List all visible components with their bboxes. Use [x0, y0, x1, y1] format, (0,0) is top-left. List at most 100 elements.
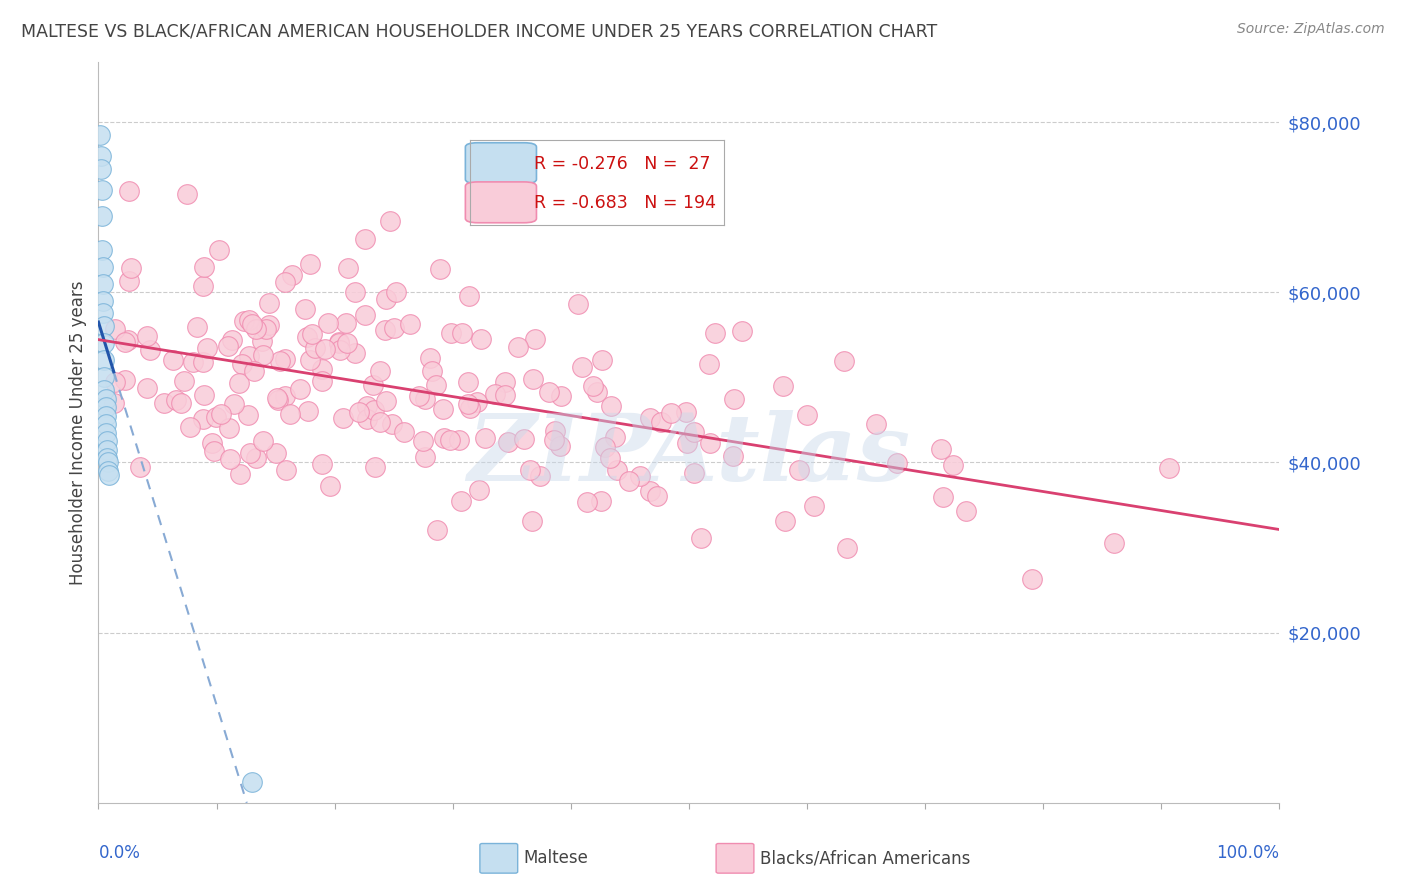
Point	[238, 409, 260, 423]
Point	[356, 412, 378, 426]
Point	[589, 494, 612, 508]
Point	[96, 442, 118, 457]
Point	[522, 372, 544, 386]
Point	[603, 430, 626, 444]
Point	[245, 451, 267, 466]
Point	[703, 326, 725, 340]
Point	[690, 531, 713, 545]
Point	[117, 184, 139, 198]
Point	[353, 232, 375, 246]
Point	[311, 374, 333, 388]
FancyBboxPatch shape	[479, 844, 517, 873]
Point	[250, 334, 273, 348]
Point	[221, 333, 243, 347]
Point	[392, 425, 415, 439]
Point	[96, 451, 118, 466]
Text: Maltese: Maltese	[523, 849, 589, 867]
Point	[274, 275, 297, 289]
Point	[181, 355, 204, 369]
Point	[731, 324, 754, 338]
Point	[219, 452, 242, 467]
Point	[238, 349, 260, 363]
Point	[91, 209, 114, 223]
Point	[375, 292, 398, 306]
Point	[803, 499, 825, 513]
Point	[419, 351, 441, 365]
Point	[91, 293, 114, 308]
Point	[91, 277, 114, 291]
Point	[363, 403, 385, 417]
Point	[269, 354, 291, 368]
Point	[229, 467, 252, 482]
Point	[494, 388, 516, 402]
Point	[450, 494, 472, 508]
Point	[94, 417, 117, 431]
Point	[484, 387, 506, 401]
Point	[104, 376, 127, 390]
Point	[266, 392, 288, 406]
Point	[1102, 536, 1125, 550]
Point	[347, 405, 370, 419]
Point	[683, 425, 706, 439]
Point	[599, 399, 621, 413]
Point	[1157, 461, 1180, 475]
Point	[374, 323, 396, 337]
Point	[408, 389, 430, 403]
Point	[599, 450, 621, 465]
Point	[298, 353, 321, 368]
Point	[193, 412, 215, 426]
Point	[638, 411, 661, 425]
Text: 0.0%: 0.0%	[98, 844, 141, 862]
Point	[297, 404, 319, 418]
Point	[228, 376, 250, 391]
Point	[595, 440, 617, 454]
Point	[458, 401, 481, 416]
Point	[274, 389, 297, 403]
Point	[93, 336, 115, 351]
Point	[239, 446, 262, 460]
Point	[606, 463, 628, 477]
Point	[98, 468, 121, 483]
Point	[832, 353, 855, 368]
Point	[571, 359, 593, 374]
Point	[537, 385, 560, 400]
Point	[209, 407, 232, 421]
Y-axis label: Householder Income Under 25 years: Householder Income Under 25 years	[69, 280, 87, 585]
Point	[432, 402, 454, 417]
Point	[697, 357, 720, 371]
Point	[796, 409, 818, 423]
Point	[193, 388, 215, 402]
Point	[117, 274, 139, 288]
Point	[224, 397, 246, 411]
Point	[370, 415, 392, 429]
Point	[519, 463, 541, 477]
Point	[205, 409, 228, 424]
Point	[837, 541, 859, 555]
Point	[433, 431, 456, 445]
Point	[723, 392, 745, 406]
Point	[675, 435, 697, 450]
Point	[218, 421, 240, 435]
Text: MALTESE VS BLACK/AFRICAN AMERICAN HOUSEHOLDER INCOME UNDER 25 YEARS CORRELATION : MALTESE VS BLACK/AFRICAN AMERICAN HOUSEH…	[21, 22, 938, 40]
Point	[772, 379, 794, 393]
Point	[524, 332, 547, 346]
Point	[773, 514, 796, 528]
Point	[179, 419, 201, 434]
Point	[114, 373, 136, 387]
Point	[385, 285, 408, 299]
Point	[162, 352, 184, 367]
Point	[474, 431, 496, 445]
Point	[942, 458, 965, 473]
Point	[165, 393, 187, 408]
Point	[280, 268, 302, 282]
Point	[318, 316, 340, 330]
Point	[576, 495, 599, 509]
Point	[104, 321, 127, 335]
Point	[153, 396, 176, 410]
Point	[506, 340, 529, 354]
Point	[254, 322, 277, 336]
Point	[582, 379, 605, 393]
Point	[257, 318, 280, 333]
Point	[354, 308, 377, 322]
Point	[264, 446, 287, 460]
